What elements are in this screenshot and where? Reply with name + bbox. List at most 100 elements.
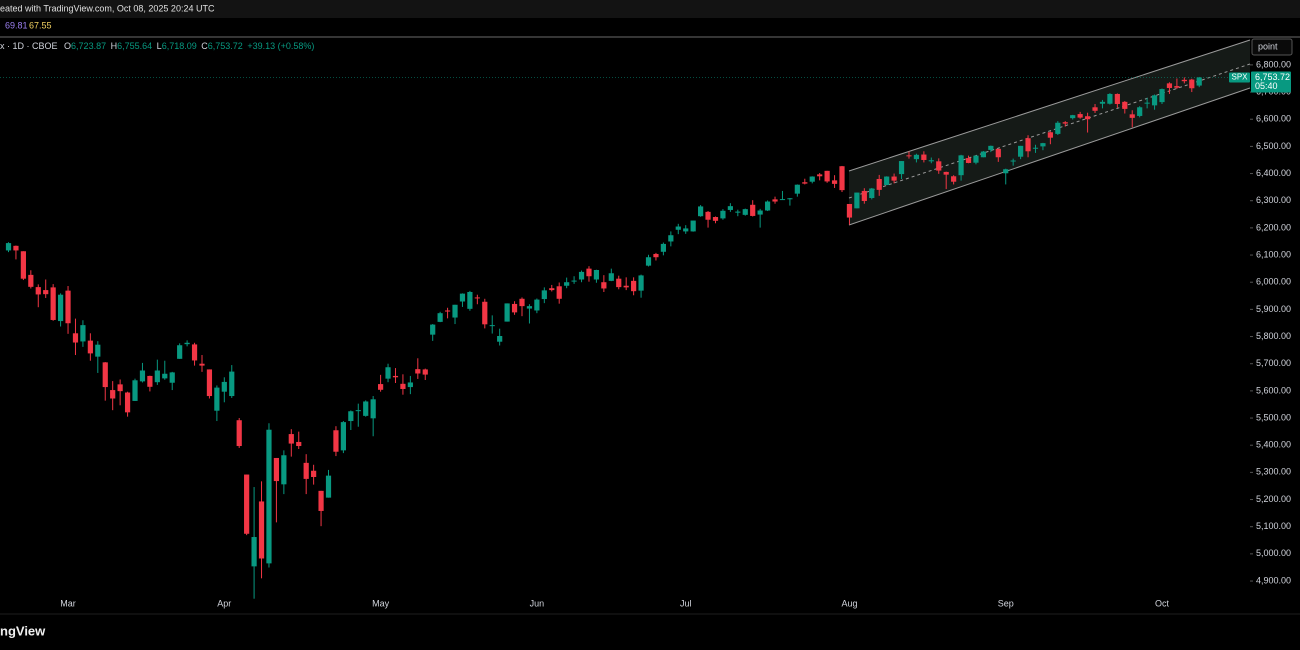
candle-body — [177, 345, 183, 359]
x-tick-label: Mar — [60, 598, 76, 608]
ohlc-value: 6,755.64 — [117, 41, 152, 51]
candle-body — [1003, 169, 1009, 174]
candle-body — [750, 204, 756, 216]
candle-body — [244, 474, 250, 534]
candle-body — [236, 420, 242, 447]
candle-body — [869, 188, 875, 199]
candle-body — [489, 325, 495, 327]
ohlc-key: O — [64, 41, 71, 51]
candle-body — [720, 210, 726, 219]
candle-body — [921, 154, 927, 160]
candle-body — [1189, 79, 1195, 89]
candle-body — [988, 145, 994, 150]
candle-body — [511, 303, 518, 313]
candle-body — [675, 226, 681, 230]
x-tick-label: Jun — [530, 598, 545, 608]
candle-body — [1137, 107, 1143, 116]
ohlc-legend: x · 1D · CBOE O6,723.87 H6,755.64 L6,718… — [0, 41, 314, 51]
candle-body — [1196, 77, 1202, 86]
candle-body — [43, 290, 49, 295]
candle-body — [340, 422, 346, 451]
y-tick-label: 6,500.00 — [1256, 141, 1291, 151]
candle-body — [482, 301, 488, 325]
candle-body — [444, 310, 451, 312]
candle-body — [132, 380, 138, 401]
point-button[interactable] — [1251, 38, 1293, 56]
y-tick-label: 6,200.00 — [1256, 222, 1291, 232]
candle-body — [13, 245, 19, 251]
candle-body — [884, 176, 890, 185]
candle-body — [370, 399, 376, 419]
y-tick-label: 5,700.00 — [1256, 358, 1291, 368]
price-box — [1251, 71, 1291, 93]
y-tick-label: 6,800.00 — [1256, 59, 1291, 69]
candle-body — [363, 401, 369, 416]
candle-body — [794, 184, 800, 194]
candle-body — [72, 333, 79, 343]
candle-body — [1010, 160, 1016, 162]
x-tick-label: Aug — [841, 598, 857, 608]
candle-body — [1122, 101, 1128, 109]
candle-body — [1018, 145, 1024, 157]
candle-body — [638, 275, 644, 291]
candle-body — [1047, 132, 1053, 138]
y-tick-label: 5,800.00 — [1256, 331, 1291, 341]
candle-body — [459, 293, 466, 302]
candle-body — [1107, 93, 1113, 104]
candle-body — [660, 243, 666, 252]
candle-body — [392, 375, 399, 378]
candle-body — [1092, 107, 1098, 111]
candle-body — [65, 290, 71, 324]
y-tick-label: 5,000.00 — [1256, 548, 1291, 558]
candle-body — [87, 340, 93, 354]
candle-body — [348, 411, 354, 422]
candle-body — [1055, 122, 1061, 134]
candle-body — [1077, 114, 1083, 118]
candle-body — [1174, 86, 1180, 88]
candle-body — [1040, 143, 1046, 147]
candle-body — [422, 369, 428, 375]
candle-body — [608, 273, 614, 281]
x-tick-label: Sep — [998, 598, 1014, 608]
candle-body — [355, 410, 361, 412]
candle-body — [1062, 122, 1068, 124]
candle-body — [191, 344, 198, 361]
candle-body — [147, 375, 153, 387]
candle-body — [601, 282, 607, 289]
candle-body — [846, 203, 853, 218]
candle-body — [958, 155, 964, 176]
candle-body — [645, 257, 652, 266]
channel-upper — [848, 39, 1251, 172]
candle-body — [802, 182, 808, 184]
candle-body — [631, 280, 637, 292]
candle-body — [1099, 101, 1106, 104]
x-tick-label: Oct — [1155, 598, 1170, 608]
point-button-label[interactable]: point — [1258, 41, 1278, 51]
x-tick-label: Apr — [217, 598, 231, 608]
candle-body — [1070, 115, 1076, 119]
candle-body — [407, 382, 413, 388]
candle-body — [199, 363, 205, 366]
candle-body — [735, 211, 741, 213]
y-tick-label: 4,900.00 — [1256, 575, 1291, 585]
candle-body — [727, 206, 733, 210]
candle-body — [1159, 89, 1165, 103]
y-tick-label: 5,200.00 — [1256, 494, 1291, 504]
candle-body — [824, 170, 830, 182]
candle-body — [742, 209, 748, 215]
candle-body — [571, 280, 577, 282]
candle-body — [541, 290, 547, 300]
candle-body — [5, 243, 12, 251]
y-tick-label: 5,100.00 — [1256, 521, 1291, 531]
candle-body — [913, 154, 920, 160]
candle-body — [943, 171, 949, 175]
candle-body — [117, 384, 123, 392]
candle-body — [452, 304, 458, 318]
ohlc-value: 6,753.72 — [208, 41, 243, 51]
candle-body — [951, 176, 957, 182]
candle-body — [936, 161, 942, 171]
candle-body — [564, 282, 570, 286]
candle-body — [593, 269, 600, 280]
candle-body — [891, 176, 897, 181]
